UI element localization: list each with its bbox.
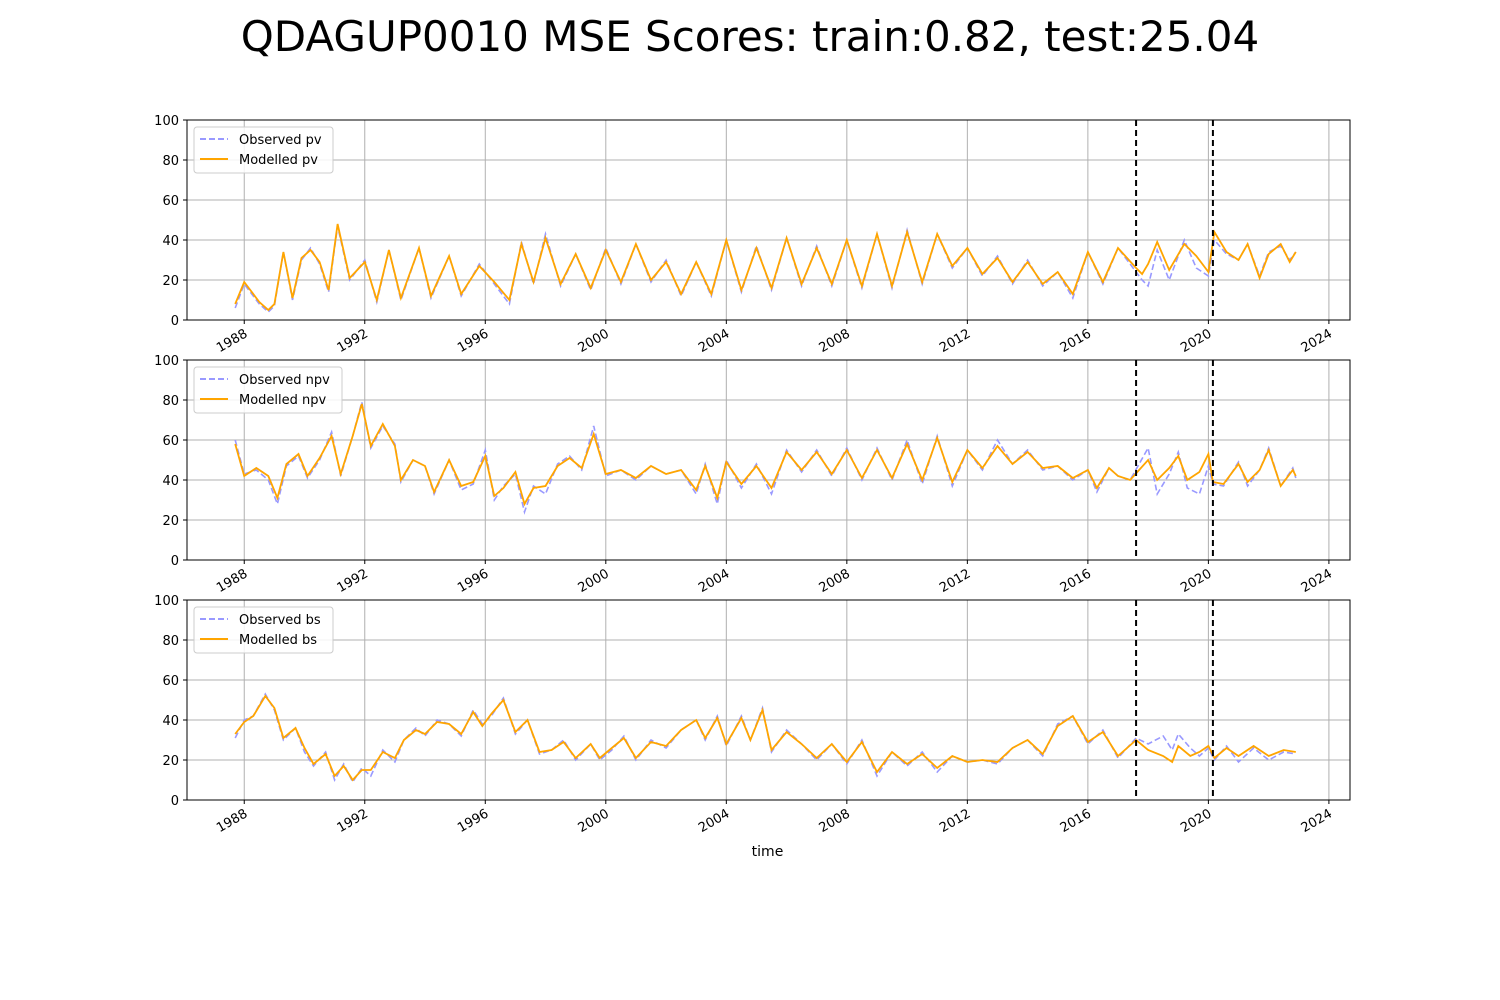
x-tick-label: 1996 xyxy=(455,326,491,356)
legend-box xyxy=(193,606,334,654)
x-tick-label: 2020 xyxy=(1178,326,1214,356)
x-tick-label: 2008 xyxy=(817,326,853,356)
x-tick-label: 1996 xyxy=(455,566,491,596)
y-tick-label: 60 xyxy=(162,674,179,689)
legend-box xyxy=(193,126,334,174)
x-tick-label: 2000 xyxy=(576,806,612,836)
x-tick-label: 2012 xyxy=(937,326,973,356)
y-tick-label: 20 xyxy=(162,514,179,529)
panel-pv: 0 20 40 60 80 100 1988 1992 1996 2000 2004 2008 2012… xyxy=(154,114,1351,356)
x-tick-label: 1992 xyxy=(335,566,371,596)
x-tick-label: 1992 xyxy=(335,326,371,356)
y-tick-label: 0 xyxy=(171,554,179,569)
x-tick-label: 2004 xyxy=(696,566,732,596)
x-tick-label: 2012 xyxy=(937,806,973,836)
panel-bs: 0 20 40 60 80 100 1988 1992 1996 2000 2004 2008 2012… xyxy=(154,594,1351,860)
y-tick-label: 20 xyxy=(162,754,179,769)
x-tick-label: 2004 xyxy=(696,806,732,836)
legend-label-modelled: Modelled bs xyxy=(239,633,317,648)
y-tick-label: 40 xyxy=(162,714,179,729)
x-tick-label: 2000 xyxy=(576,326,612,356)
observed-bs-line xyxy=(234,692,1296,784)
x-tick-label: 1996 xyxy=(455,806,491,836)
panel-npv: 0 20 40 60 80 100 1988 1992 1996 2000 2004 2008 2012… xyxy=(154,354,1351,596)
x-tick-label: 1988 xyxy=(214,326,250,356)
legend-label-observed: Observed pv xyxy=(239,133,322,148)
x-tick-label: 2008 xyxy=(817,566,853,596)
x-tick-label: 2024 xyxy=(1299,566,1335,596)
x-tick-label: 2016 xyxy=(1058,806,1094,836)
x-tick-label: 2016 xyxy=(1058,566,1094,596)
y-tick-label: 20 xyxy=(162,274,179,289)
y-tick-label: 80 xyxy=(162,394,179,409)
plot-frame xyxy=(186,119,1351,321)
x-axis-label: time xyxy=(752,844,784,860)
y-tick-label: 40 xyxy=(162,234,179,249)
y-tick-label: 80 xyxy=(162,154,179,169)
x-tick-label: 2012 xyxy=(937,566,973,596)
y-tick-label: 0 xyxy=(171,314,179,329)
x-tick-label: 2020 xyxy=(1178,566,1214,596)
legend-label-modelled: Modelled pv xyxy=(239,153,318,168)
x-tick-label: 1992 xyxy=(335,806,371,836)
plot-frame xyxy=(186,359,1351,561)
y-tick-label: 100 xyxy=(154,114,179,129)
y-tick-label: 100 xyxy=(154,354,179,369)
x-tick-label: 2000 xyxy=(576,566,612,596)
x-tick-label: 2008 xyxy=(817,806,853,836)
x-tick-label: 2024 xyxy=(1299,806,1335,836)
legend-label-observed: Observed npv xyxy=(239,373,330,388)
x-tick-label: 2016 xyxy=(1058,326,1094,356)
x-tick-label: 1988 xyxy=(214,566,250,596)
legend-box xyxy=(193,366,343,414)
y-tick-label: 60 xyxy=(162,194,179,209)
y-tick-label: 40 xyxy=(162,474,179,489)
y-tick-label: 80 xyxy=(162,634,179,649)
modelled-bs-line xyxy=(234,694,1296,782)
legend-label-observed: Observed bs xyxy=(239,613,321,628)
modelled-pv-line xyxy=(234,223,1297,312)
plot-frame xyxy=(186,599,1351,801)
legend-label-modelled: Modelled npv xyxy=(239,393,327,408)
y-tick-label: 60 xyxy=(162,434,179,449)
x-tick-label: 2020 xyxy=(1178,806,1214,836)
x-tick-label: 1988 xyxy=(214,806,250,836)
y-tick-label: 0 xyxy=(171,794,179,809)
chart-title: QDAGUP0010 MSE Scores: train:0.82, test:… xyxy=(240,12,1260,61)
y-tick-label: 100 xyxy=(154,594,179,609)
x-tick-label: 2004 xyxy=(696,326,732,356)
modelled-npv-line xyxy=(234,403,1297,507)
x-tick-label: 2024 xyxy=(1299,326,1335,356)
